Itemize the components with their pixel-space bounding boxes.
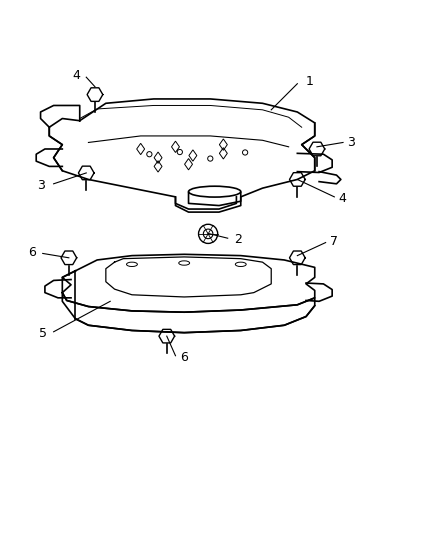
Text: 4: 4 [73, 69, 81, 82]
Text: 3: 3 [37, 179, 45, 192]
Text: 1: 1 [306, 75, 314, 88]
Text: 2: 2 [234, 233, 242, 246]
Text: 6: 6 [28, 246, 36, 259]
Text: 3: 3 [347, 136, 355, 149]
Text: 6: 6 [180, 351, 188, 365]
Text: 7: 7 [330, 235, 338, 248]
Text: 4: 4 [339, 192, 346, 205]
Text: 5: 5 [39, 327, 47, 341]
